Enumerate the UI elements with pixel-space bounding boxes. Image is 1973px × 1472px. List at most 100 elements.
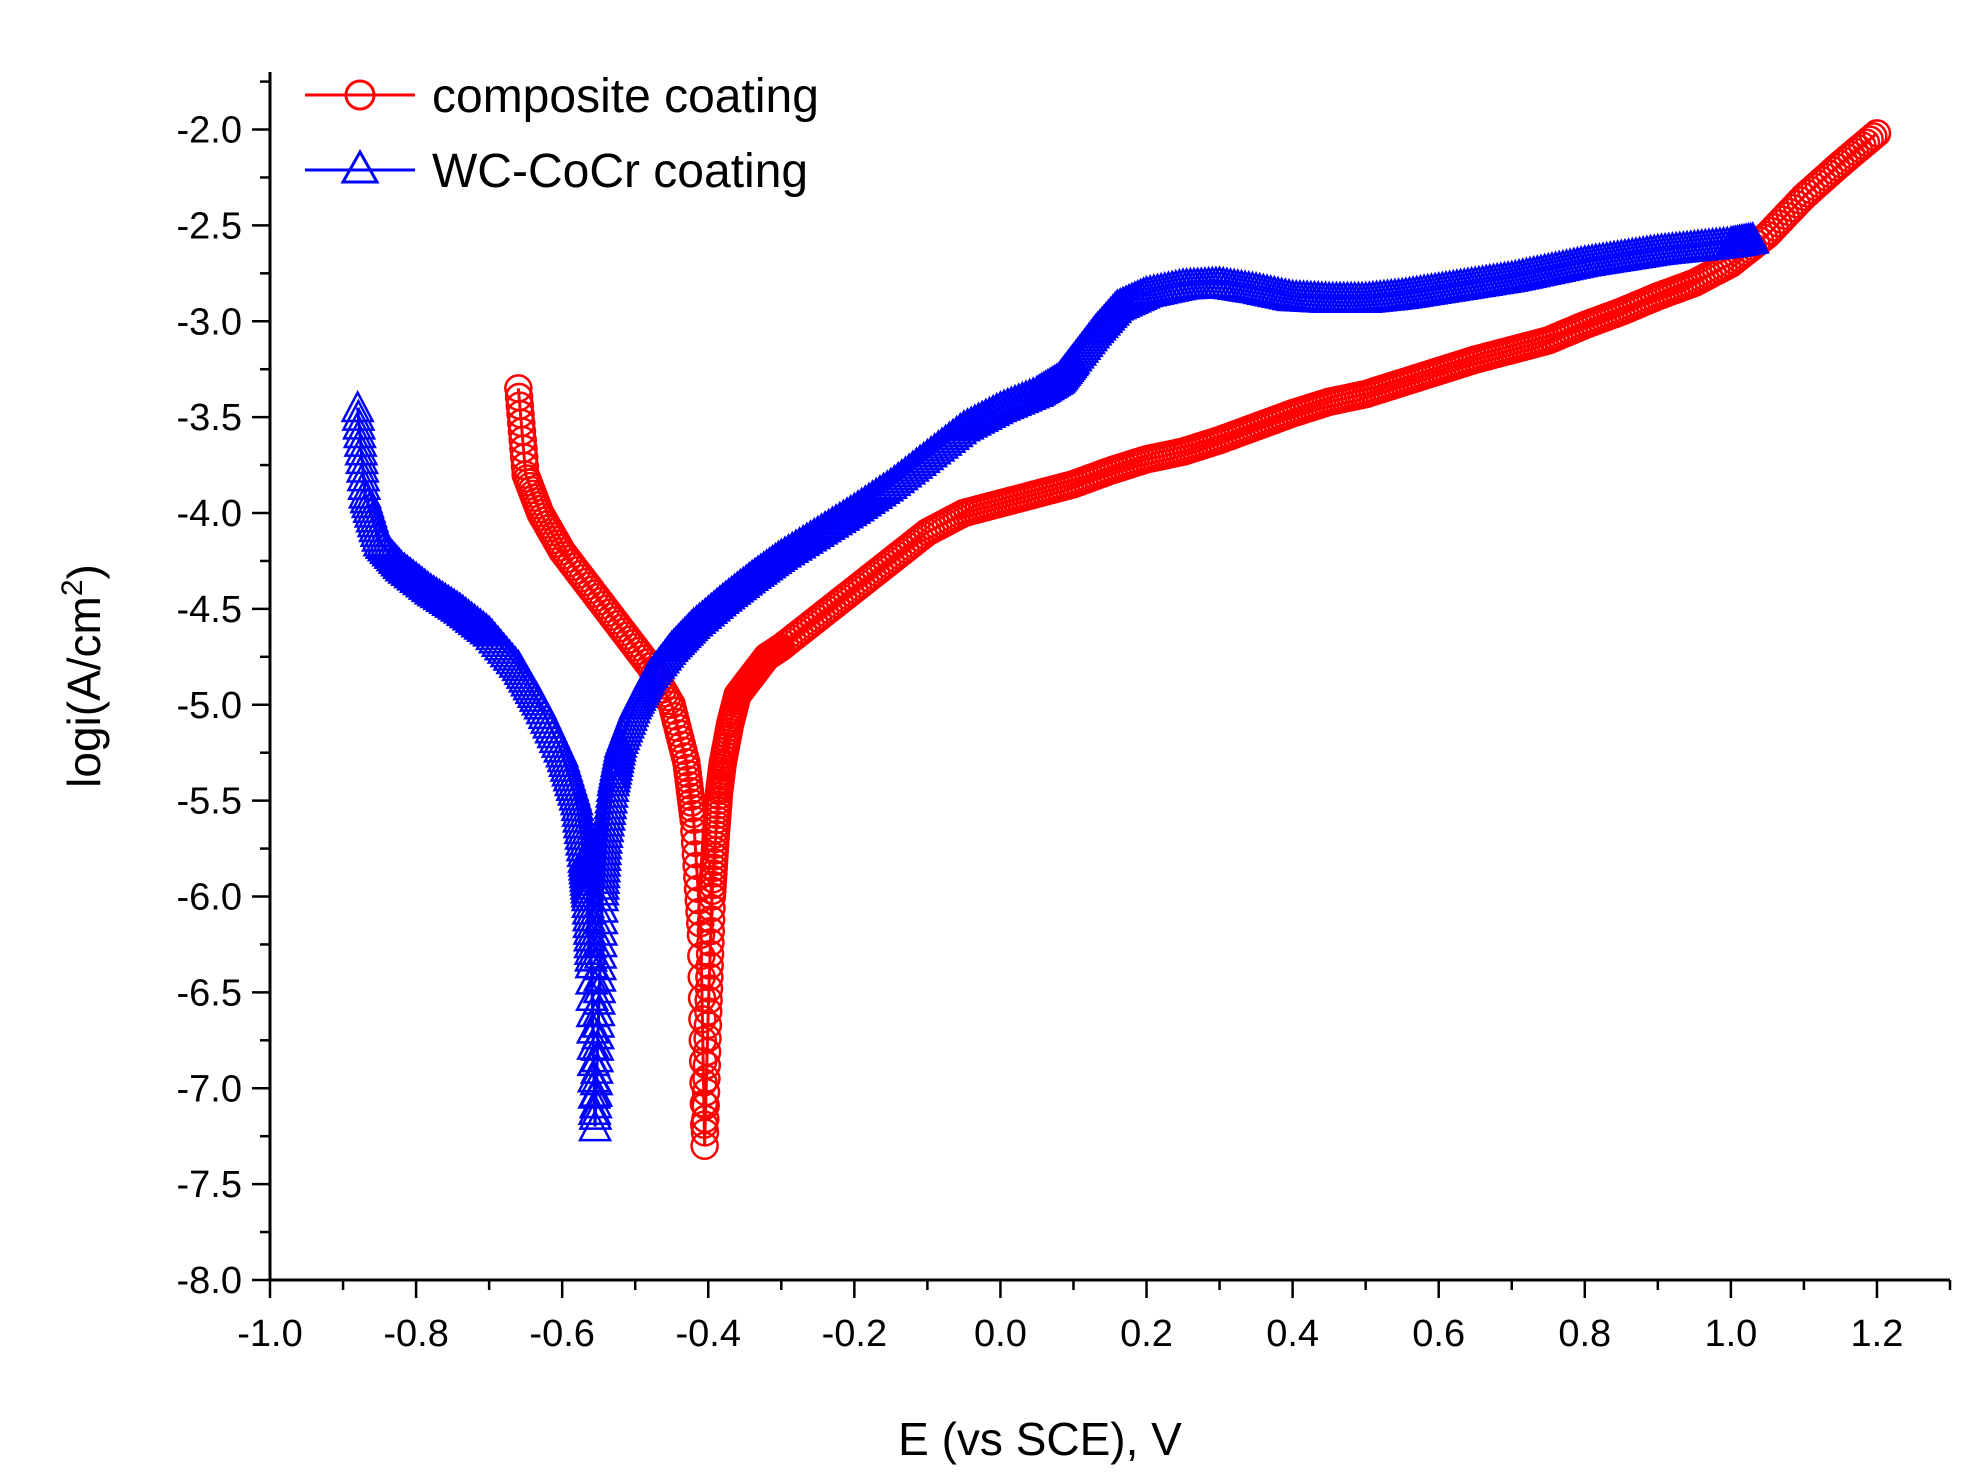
data-point (695, 939, 725, 969)
series-0 (504, 119, 1892, 1161)
data-point (592, 792, 627, 825)
y-axis-title-sup: 2 (56, 579, 89, 596)
data-point (584, 901, 619, 935)
y-tick-label: -7.0 (177, 1068, 242, 1110)
y-tick-label: -8.0 (177, 1260, 242, 1302)
data-point (587, 838, 622, 871)
y-tick-label: -6.5 (177, 972, 242, 1014)
data-point (587, 844, 622, 877)
data-point (580, 1016, 616, 1050)
data-point (581, 982, 617, 1015)
data-point (1771, 201, 1800, 231)
data-point (454, 600, 489, 633)
legend-marker-composite (344, 79, 376, 111)
y-axis-title-end: ) (58, 564, 110, 579)
data-point (694, 997, 723, 1026)
data-point (582, 970, 617, 1004)
data-point (581, 993, 616, 1027)
data-point (1764, 209, 1793, 238)
data-point (583, 947, 618, 981)
data-point (448, 595, 483, 629)
data-point (401, 562, 437, 596)
data-point (393, 555, 428, 589)
x-tick-label: 1.0 (1704, 1313, 1757, 1355)
data-point (582, 959, 617, 992)
series-1 (340, 221, 1770, 1142)
data-point (587, 850, 622, 883)
data-point (859, 476, 894, 509)
y-tick-label: -2.5 (177, 205, 242, 247)
data-point (384, 549, 419, 582)
y-axis-title-main: logi(A/cm (58, 596, 110, 788)
data-point (1775, 197, 1804, 227)
data-point (578, 1085, 613, 1119)
y-tick-label: -3.0 (177, 301, 242, 343)
data-point (594, 781, 629, 814)
data-point (1851, 128, 1881, 157)
data-point (584, 913, 619, 946)
data-point (680, 828, 710, 858)
series-layer (340, 119, 1892, 1161)
data-point (579, 1062, 614, 1096)
data-point (1859, 122, 1888, 151)
x-tick-label: -0.8 (383, 1313, 448, 1355)
x-axis-title: E (vs SCE), V (898, 1413, 1182, 1465)
data-point (586, 855, 621, 889)
x-tick-label: 1.2 (1851, 1313, 1904, 1355)
data-point (1855, 125, 1884, 154)
data-point (1760, 213, 1789, 242)
data-point (1767, 205, 1797, 234)
data-point (445, 593, 480, 626)
data-point (578, 1097, 613, 1130)
y-tick-label: -4.0 (177, 493, 242, 535)
legend-label-wccocr: WC-CoCr coating (432, 145, 808, 198)
data-point (580, 1028, 615, 1061)
data-point (1862, 119, 1892, 148)
data-point (694, 985, 723, 1015)
y-tick-label: -7.5 (177, 1164, 242, 1206)
y-tick-label: -2.0 (177, 110, 242, 152)
data-point (1735, 221, 1770, 254)
y-tick-label: -5.5 (177, 781, 242, 823)
data-point (586, 867, 621, 900)
data-point (466, 609, 501, 643)
legend: composite coating WC-CoCr coating (305, 70, 819, 198)
x-tick-label: -0.2 (822, 1313, 887, 1355)
y-axis-title: logi(A/cm2) (56, 564, 110, 788)
data-point (579, 1051, 614, 1084)
data-point (696, 905, 726, 934)
data-point (583, 924, 618, 958)
data-point (457, 602, 492, 636)
data-point (590, 809, 625, 843)
x-tick-label: -0.4 (676, 1313, 741, 1355)
x-tick-label: 0.2 (1120, 1313, 1173, 1355)
y-tick-label: -3.5 (177, 397, 242, 439)
data-point (583, 936, 618, 969)
x-tick-label: -0.6 (529, 1313, 594, 1355)
data-point (1111, 282, 1147, 316)
data-point (387, 551, 422, 584)
x-tick-label: 0.4 (1266, 1313, 1319, 1355)
legend-marker-wccocr (340, 148, 380, 184)
data-point (584, 890, 620, 923)
data-point (463, 607, 498, 640)
data-point (577, 1092, 612, 1126)
data-point (581, 1005, 616, 1038)
data-point (451, 598, 486, 631)
data-point (589, 815, 624, 848)
x-tick-label: 0.8 (1558, 1313, 1611, 1355)
data-point (390, 553, 425, 587)
data-point (696, 916, 726, 946)
x-tick-label: 0.6 (1412, 1313, 1465, 1355)
data-point (696, 928, 725, 957)
data-point (593, 786, 628, 820)
data-point (588, 821, 624, 854)
data-point (683, 874, 713, 904)
data-point (580, 1039, 615, 1073)
data-point (688, 1004, 717, 1034)
data-point (347, 467, 382, 500)
data-point (694, 974, 724, 1003)
data-point (697, 893, 726, 923)
data-point (1782, 190, 1811, 219)
data-point (399, 560, 434, 593)
